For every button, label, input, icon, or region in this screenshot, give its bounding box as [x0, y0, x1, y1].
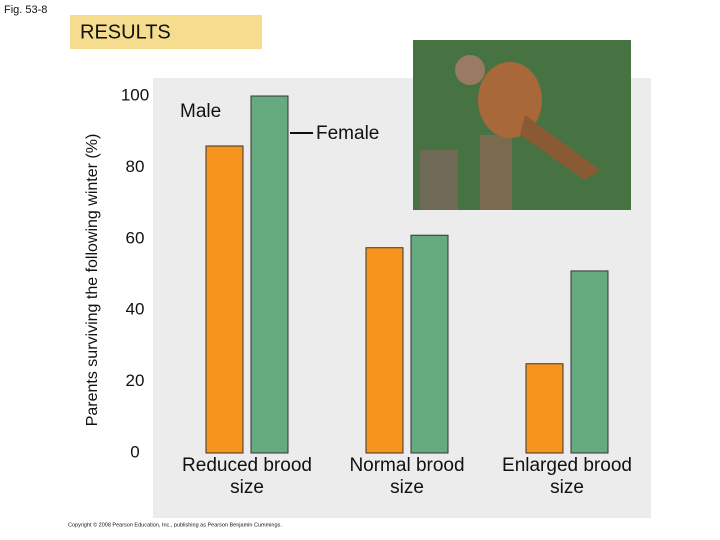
x-tick-label: Enlarged brood size [502, 455, 632, 498]
y-tick-label: 20 [126, 371, 145, 390]
x-tick-label: Reduced brood size [182, 455, 312, 498]
bar [570, 270, 609, 454]
bar [250, 95, 289, 454]
y-tick-label: 60 [126, 228, 145, 247]
y-tick-label: 40 [126, 300, 145, 319]
y-tick-label: 0 [130, 442, 139, 461]
y-tick-label: 80 [126, 157, 145, 176]
x-tick-label: Normal brood size [349, 455, 465, 498]
banner: RESULTS [80, 21, 171, 43]
y-axis-label: Parents surviving the following winter (… [84, 134, 101, 427]
bar [410, 234, 449, 454]
legend-label: Female [316, 123, 379, 144]
figure-label: Fig. 53-8 [4, 4, 47, 16]
banner-box [70, 15, 262, 49]
bird-photo [413, 40, 631, 210]
copyright: Copyright © 2008 Pearson Education, Inc.… [68, 521, 282, 528]
bar [205, 145, 244, 454]
y-tick-label: 100 [121, 85, 149, 104]
bar [365, 247, 404, 454]
bar [525, 363, 564, 454]
legend-label: Male [180, 101, 221, 122]
